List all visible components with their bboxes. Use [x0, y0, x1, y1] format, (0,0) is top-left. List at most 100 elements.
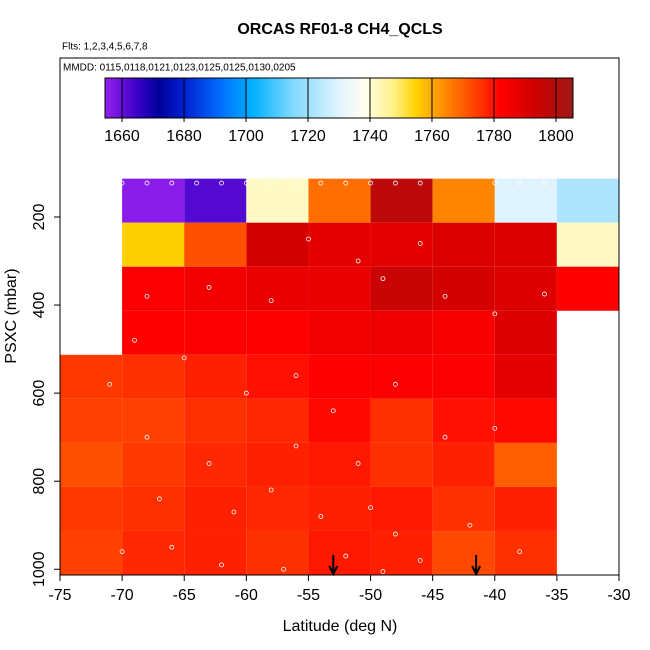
colorbar-swatch — [342, 78, 346, 118]
data-point — [492, 425, 498, 431]
colorbar-swatch — [154, 78, 159, 118]
data-point — [380, 569, 386, 574]
y-tick-label: 800 — [31, 468, 48, 495]
heatmap-cell — [308, 178, 371, 223]
data-point — [492, 180, 498, 186]
data-point — [368, 180, 373, 186]
x-axis-label: Latitude (deg N) — [283, 618, 398, 635]
colorbar-swatch — [569, 78, 574, 118]
colorbar-swatch — [498, 78, 502, 118]
data-point — [517, 549, 523, 555]
colorbar-swatch — [186, 78, 190, 118]
colorbar-swatch — [401, 78, 406, 118]
data-point — [144, 434, 150, 440]
colorbar-swatch — [145, 78, 150, 118]
heatmap-cell — [246, 398, 309, 443]
colorbar-swatch — [285, 78, 290, 118]
data-point — [542, 180, 547, 186]
colorbar-swatch — [123, 78, 128, 118]
heatmap-cell — [556, 266, 619, 311]
x-tick-label: -50 — [359, 587, 382, 604]
colorbar-swatch — [385, 78, 390, 118]
heatmap-cell — [432, 486, 495, 531]
data-point — [343, 553, 349, 559]
colorbar-swatch — [129, 78, 134, 118]
colorbar-swatch — [417, 78, 421, 118]
y-tick-label: 600 — [31, 380, 48, 407]
colorbar-swatch — [289, 78, 293, 118]
colorbar-swatch — [538, 78, 543, 118]
heatmap-cell — [494, 486, 557, 531]
y-tick-label: 1000 — [31, 551, 48, 587]
heatmap-cell — [246, 266, 309, 311]
data-point — [417, 180, 423, 186]
data-point — [517, 180, 523, 186]
colorbar-tick-label: 1760 — [414, 128, 450, 145]
data-point — [206, 461, 212, 466]
colorbar-swatch — [173, 78, 178, 118]
colorbar-swatch — [482, 78, 487, 118]
colorbar-swatch — [345, 78, 349, 118]
colorbar-swatch — [504, 78, 508, 118]
heatmap-cell — [246, 310, 309, 355]
colorbar-swatch — [220, 78, 225, 118]
heatmap-cell — [370, 442, 433, 487]
colorbar-swatch — [236, 78, 240, 118]
colorbar-swatch — [516, 78, 521, 118]
colorbar-swatch — [541, 78, 546, 118]
x-tick-label: -55 — [297, 587, 320, 604]
x-tick-label: -60 — [235, 587, 258, 604]
x-tick-label: -30 — [607, 587, 630, 604]
colorbar-swatch — [473, 78, 477, 118]
data-point — [268, 487, 274, 493]
colorbar-swatch — [126, 78, 131, 118]
heatmap-cell — [494, 266, 557, 311]
data-point — [355, 461, 361, 466]
heatmap-cell — [432, 266, 495, 311]
colorbar-swatch — [363, 78, 368, 118]
colorbar-swatch — [507, 78, 512, 118]
x-tick-label: -35 — [545, 587, 568, 604]
colorbar-swatch — [261, 78, 265, 118]
heatmap-cell — [494, 354, 557, 399]
colorbar-swatch — [523, 78, 527, 118]
heatmap-cell — [122, 354, 185, 399]
colorbar-swatch — [310, 78, 315, 118]
colorbar-tick-label: 1680 — [166, 128, 202, 145]
colorbar-swatch — [470, 78, 474, 118]
heatmap-cell — [246, 354, 309, 399]
colorbar-swatch — [117, 78, 122, 118]
colorbar-swatch — [229, 78, 234, 118]
colorbar-swatch — [379, 78, 384, 118]
colorbar-swatch — [242, 78, 246, 118]
colorbar-swatch — [476, 78, 480, 118]
data-point — [542, 291, 547, 297]
heatmap-cell — [370, 222, 433, 267]
heatmap-cell — [122, 486, 185, 531]
colorbar-swatch — [463, 78, 468, 118]
colorbar-swatch — [501, 78, 505, 118]
colorbar-swatch — [179, 78, 184, 118]
colorbar-swatch — [295, 78, 299, 118]
heatmap-cell — [494, 442, 557, 487]
data-point — [467, 522, 473, 528]
colorbar-swatch — [142, 78, 147, 118]
heatmap-cells — [60, 178, 619, 575]
data-point — [219, 562, 224, 568]
heatmap-cell — [184, 310, 247, 355]
data-point — [492, 311, 498, 317]
heatmap-cell — [370, 310, 433, 355]
heatmap-cell — [370, 266, 433, 311]
colorbar-swatch — [560, 78, 565, 118]
points — [94, 180, 547, 574]
x-tick-label: -75 — [48, 587, 71, 604]
colorbar-tick-label: 1700 — [228, 128, 264, 145]
x-tick-label: -40 — [483, 587, 506, 604]
arrow — [328, 555, 339, 577]
heatmap-cell — [60, 442, 123, 487]
heatmap-cell — [370, 486, 433, 531]
colorbar-swatch — [532, 78, 537, 118]
colorbar-swatch — [348, 78, 352, 118]
chart-title: ORCAS RF01-8 CH4_QCLS — [237, 21, 443, 38]
colorbar-swatch — [276, 78, 281, 118]
